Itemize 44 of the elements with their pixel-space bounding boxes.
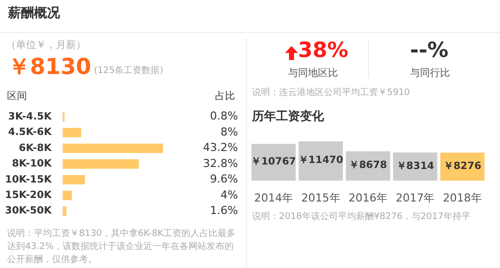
data-label: 1.6% [210, 204, 238, 217]
data-label: ￥8678 [349, 160, 387, 172]
text: ￥8130 [8, 54, 92, 82]
bar [62, 159, 139, 169]
y-tick-label: 30K-50K [4, 206, 53, 217]
bar [62, 190, 72, 200]
data-label: ￥11470 [298, 155, 344, 166]
text: 与同行比 [410, 66, 450, 80]
data-label: 0.8% [210, 110, 238, 123]
x-tick-label: 2018年 [442, 191, 482, 204]
x-tick-label: 2015年 [301, 191, 340, 204]
data-label: 8% [220, 125, 238, 138]
text: --% [410, 38, 448, 62]
bar [62, 128, 82, 138]
y-tick-label: 15K-20K [4, 190, 53, 202]
chart-title: 薪酬概况 [8, 5, 60, 22]
bar [62, 206, 66, 216]
x-axis-title: 占比 [215, 90, 235, 103]
text: 38% [298, 38, 348, 62]
chart-subtitle: （单位￥，月薪） [6, 38, 86, 52]
data-label: ￥8314 [396, 160, 434, 172]
data-label: ￥10767 [251, 156, 296, 168]
y-tick-label: 10K-15K [4, 174, 53, 186]
bar [62, 144, 163, 153]
data-label: 4% [220, 188, 238, 202]
y-tick-label: 3K-4.5K [8, 111, 53, 122]
data-label: 32.8% [203, 156, 238, 170]
y-tick-label: 8K-10K [12, 158, 53, 170]
bar [62, 175, 85, 184]
x-tick-label: 2014年 [254, 191, 294, 204]
data-label: ￥8276 [443, 160, 482, 172]
x-tick-label: 2017年 [396, 191, 435, 204]
text: 说明：连云港地区公司平均工资￥5910 [252, 86, 410, 99]
y-tick-label: 4.5K-6K [8, 127, 53, 138]
y-axis-title: 区间 [7, 90, 27, 103]
text: 说明：2018年该公司平均薪酬¥8276，与2017年持平 [252, 210, 470, 223]
text: (125条工资数据) [94, 64, 164, 77]
data-label: 9.6% [210, 172, 238, 186]
text: 说明：平均工资￥8130，其中拿6K-8K工资的人占比最多达到43.2%，该数据统计于该企业近一年在各网站发布的公开薪酬，仅供参考。 [7, 228, 236, 267]
data-label: 43.2% [203, 141, 238, 154]
chart-title: 历年工资变化 [252, 108, 324, 125]
y-tick-label: 6K-8K [18, 142, 53, 154]
x-tick-label: 2016年 [348, 191, 388, 204]
text: 与同地区比 [288, 66, 338, 80]
